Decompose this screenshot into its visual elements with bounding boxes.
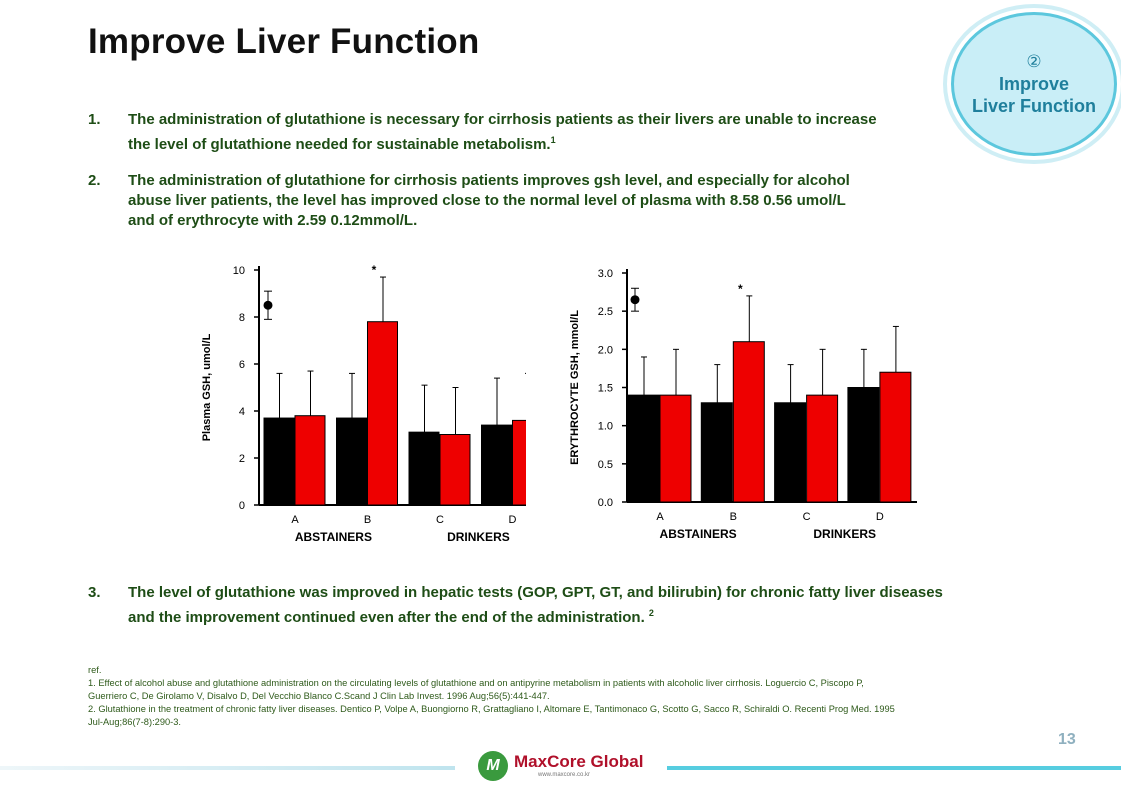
chart1-y-tick-label: 0 <box>239 500 245 512</box>
chart2-y-axis-label: ERYTHROCYTE GSH, mmol/L <box>569 310 581 465</box>
citation-1: 1 <box>550 135 556 145</box>
references: ref. 1. Effect of alcohol abuse and glut… <box>88 664 1003 729</box>
page-title: Improve Liver Function <box>88 22 480 61</box>
reference-line-1: 1. Effect of alcohol abuse and glutathio… <box>88 678 864 688</box>
chart1-bar-A-before <box>263 417 295 506</box>
chart2-x-tick-label: D <box>876 511 884 523</box>
references-label: ref. <box>88 665 102 675</box>
chart1-y-tick-label: 8 <box>239 312 245 324</box>
chart2-y-tick-label: 1.0 <box>598 421 613 433</box>
chart1-bar-A-after <box>294 415 326 506</box>
point-3-line-1: The level of glutathione was improved in… <box>128 584 943 601</box>
logo-mark: M <box>478 751 508 781</box>
reference-line-3: 2. Glutathione in the treatment of chron… <box>88 704 895 714</box>
badge-number: ② <box>1026 52 1042 71</box>
chart2-bar-C-before <box>774 402 807 503</box>
chart1-group-label: ABSTAINERS <box>295 530 372 544</box>
chart1-bar-C-before <box>408 431 440 506</box>
chart2-y-tick-label: 0.0 <box>598 497 613 509</box>
chart1-y-tick-label: 10 <box>233 265 245 277</box>
chart1-y-axis-label: Plasma GSH, umol/L <box>201 333 213 441</box>
chart1-x-tick-label: D <box>509 514 517 526</box>
point-2-number: 2. <box>88 172 101 189</box>
reference-line-4: Jul-Aug;86(7-8):290-3. <box>88 717 182 727</box>
point-3-line-2: and the improvement continued even after… <box>128 608 654 626</box>
chart2-bar-B-after <box>732 341 765 503</box>
chart1-bar-C-after <box>439 434 471 506</box>
chart2-bar-B-before <box>700 402 733 503</box>
plasma-gsh-chart: 0 2 4 6 8 10 Plasma GSH, umol/L A B C D * ABSTAINERS… <box>201 263 526 544</box>
point-2-line-2: abuse liver patients, the level has impr… <box>128 192 846 209</box>
logo-name: MaxCore Global <box>514 752 644 771</box>
footer-bar-left <box>0 766 455 770</box>
point-3-number: 3. <box>88 584 101 601</box>
chart2-y-tick-label: 1.5 <box>598 383 613 395</box>
chart2-bar-A-after <box>659 394 692 503</box>
badge-line-1: Improve <box>998 74 1070 94</box>
chart1-significance-star: * <box>372 263 377 277</box>
chart1-y-tick-label: 2 <box>239 453 245 465</box>
page-number: 13 <box>1058 731 1076 748</box>
chart2-group-label: DRINKERS <box>813 527 876 541</box>
point-1-line-2: the level of glutathione needed for sust… <box>128 135 556 153</box>
chart2-group-label: ABSTAINERS <box>660 527 737 541</box>
chart2-bar-D-before <box>847 387 880 503</box>
citation-2: 2 <box>648 608 654 618</box>
chart2-bar-D-after <box>879 371 912 503</box>
logo-url: www.maxcore.co.kr <box>538 772 591 778</box>
chart2-x-tick-label: B <box>730 511 737 523</box>
point-1-number: 1. <box>88 111 101 128</box>
chart1-bar-D-before <box>481 424 512 506</box>
chart1-y-tick-label: 6 <box>239 359 245 371</box>
chart2-y-tick-label: 0.5 <box>598 459 613 471</box>
chart2-y-tick-label: 2.5 <box>598 306 613 318</box>
chart1-y-tick-label: 4 <box>239 406 245 418</box>
chart1-bar-B-before <box>336 417 367 506</box>
chart1-x-tick-label: A <box>291 514 299 526</box>
reference-line-2: Guerriero C, De Girolamo V, Disalvo D, D… <box>88 691 550 701</box>
chart2-y-tick-label: 3.0 <box>598 268 613 280</box>
chart2-significance-star: * <box>738 282 743 296</box>
erythrocyte-gsh-chart: 0.0 0.5 1.0 1.5 2.0 2.5 3.0 ERYTHROCYTE GSH, mm… <box>569 268 917 541</box>
section-badge: ② Improve Liver Function <box>951 12 1117 156</box>
point-1-line-1: The administration of glutathione is nec… <box>128 111 877 128</box>
point-2-line-1: The administration of glutathione for ci… <box>128 172 850 189</box>
badge-line-2: Liver Function <box>971 96 1096 116</box>
chart1-group-label: DRINKERS <box>447 530 510 544</box>
chart1-bar-B-after <box>367 321 398 506</box>
chart2-reference-point <box>630 295 640 305</box>
footer-bar-right <box>667 766 1121 770</box>
chart1-bar-D-after <box>512 419 526 506</box>
point-2-line-3: and of erythrocyte with 2.59 0.12mmol/L. <box>128 212 418 229</box>
chart1-x-tick-label: B <box>364 514 371 526</box>
chart2-x-tick-label: A <box>656 511 664 523</box>
chart2-bar-C-after <box>806 394 839 503</box>
chart1-reference-point <box>263 300 273 310</box>
chart2-y-tick-label: 2.0 <box>598 344 613 356</box>
chart2-x-tick-label: C <box>803 511 811 523</box>
chart2-bar-A-before <box>627 394 660 503</box>
company-logo: M MaxCore Global www.maxcore.co.kr <box>478 751 663 783</box>
chart1-x-tick-label: C <box>436 514 444 526</box>
